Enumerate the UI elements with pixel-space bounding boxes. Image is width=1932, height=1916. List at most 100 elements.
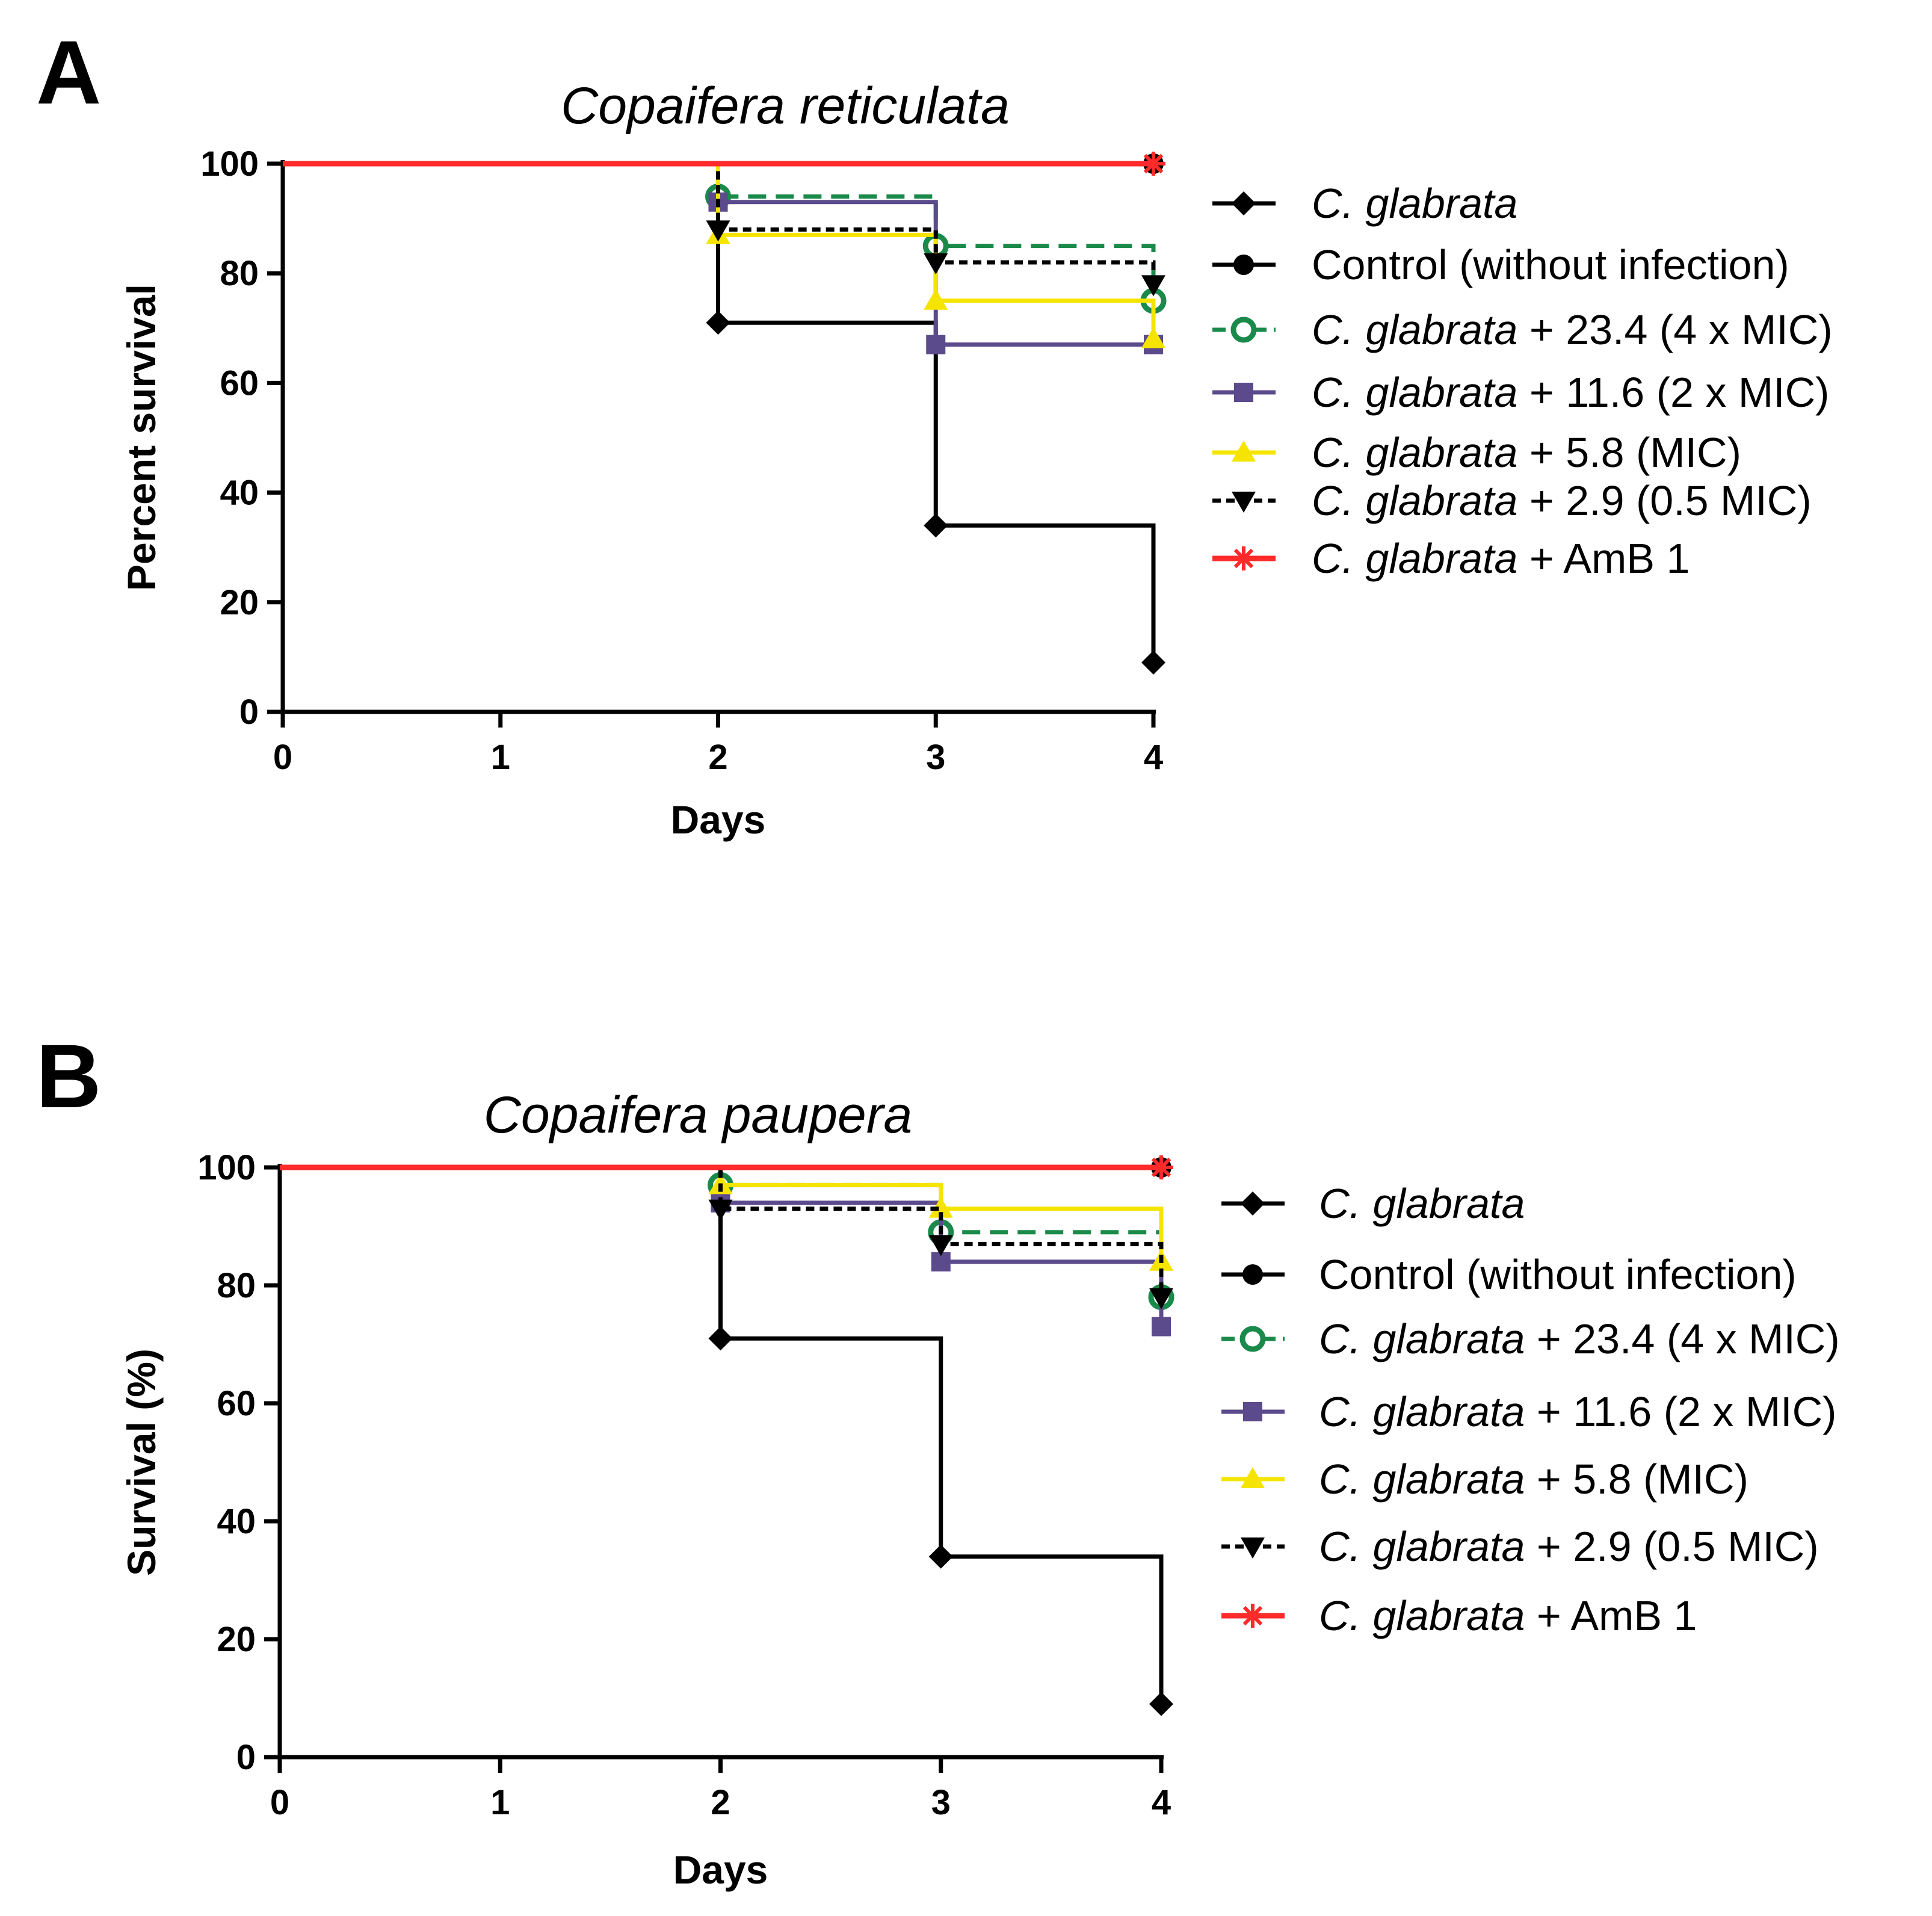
series-5 bbox=[280, 1165, 1173, 1309]
legend-marker bbox=[1241, 1467, 1265, 1488]
y-tick-label: 20 bbox=[217, 1620, 256, 1659]
y-tick-label: 80 bbox=[220, 254, 259, 293]
y-tick-label: 60 bbox=[217, 1384, 256, 1423]
legend-marker bbox=[1241, 1604, 1265, 1628]
x-tick-label: 1 bbox=[490, 1783, 510, 1822]
y-tick-label: 80 bbox=[217, 1266, 256, 1305]
series-point bbox=[1141, 275, 1165, 297]
legend-label: C. glabrata + 2.9 (0.5 MIC) bbox=[1312, 477, 1812, 524]
legend-label-species: C. glabrata bbox=[1312, 477, 1517, 524]
legend-label-detail: + 11.6 (2 x MIC) bbox=[1525, 1388, 1836, 1435]
y-axis-title: Percent survival bbox=[119, 284, 164, 591]
legend-marker bbox=[1230, 317, 1257, 343]
legend-entry: C. glabrata + 23.4 (4 x MIC) bbox=[1212, 306, 1833, 353]
legend-marker bbox=[1233, 255, 1254, 275]
legend-label-detail: Control (without infection) bbox=[1319, 1251, 1797, 1298]
legend-label: C. glabrata + AmB 1 bbox=[1319, 1592, 1697, 1639]
legend-label: C. glabrata bbox=[1312, 180, 1517, 227]
y-tick-label: 100 bbox=[197, 1148, 256, 1187]
chart-title: Copaifera paupera bbox=[484, 1086, 912, 1144]
legend-label: C. glabrata + 23.4 (4 x MIC) bbox=[1312, 306, 1833, 353]
x-tick-label: 0 bbox=[273, 738, 292, 777]
y-tick-label: 40 bbox=[220, 474, 259, 513]
series-point bbox=[1152, 1317, 1171, 1337]
x-axis-title: Days bbox=[673, 1847, 768, 1892]
legend-label-species: C. glabrata bbox=[1312, 429, 1517, 476]
legend-marker bbox=[1243, 1402, 1262, 1421]
legend-label-species: C. glabrata bbox=[1319, 1592, 1525, 1639]
legend-label: C. glabrata + 2.9 (0.5 MIC) bbox=[1319, 1523, 1819, 1570]
legend-entry: Control (without infection) bbox=[1212, 241, 1789, 288]
legend-marker bbox=[1242, 1264, 1263, 1285]
legend-label-detail: + 5.8 (MIC) bbox=[1525, 1456, 1748, 1503]
series-point bbox=[928, 1235, 953, 1256]
series-point bbox=[924, 253, 948, 274]
series-line bbox=[283, 161, 1156, 301]
x-tick-label: 3 bbox=[931, 1783, 951, 1822]
series-line bbox=[280, 1165, 1164, 1704]
legend-entry: C. glabrata + 23.4 (4 x MIC) bbox=[1221, 1315, 1840, 1362]
legend-label-detail: + 23.4 (4 x MIC) bbox=[1525, 1315, 1839, 1362]
x-tick-label: 2 bbox=[708, 738, 727, 777]
legend-label: C. glabrata + AmB 1 bbox=[1312, 535, 1690, 582]
legend-label: Control (without infection) bbox=[1312, 241, 1789, 288]
legend-label-species: C. glabrata bbox=[1312, 535, 1517, 582]
legend-label-species: C. glabrata bbox=[1319, 1523, 1525, 1570]
legend-entry: C. glabrata + 2.9 (0.5 MIC) bbox=[1221, 1523, 1819, 1570]
series-5 bbox=[283, 161, 1165, 297]
series-point bbox=[924, 288, 948, 310]
chart-title: Copaifera reticulata bbox=[561, 77, 1010, 135]
legend-label: C. glabrata + 5.8 (MIC) bbox=[1319, 1456, 1748, 1503]
series-point bbox=[1149, 1288, 1173, 1309]
legend-marker bbox=[1234, 383, 1253, 402]
y-tick-label: 60 bbox=[220, 363, 259, 403]
series-point bbox=[1141, 327, 1165, 348]
y-tick-label: 40 bbox=[217, 1502, 256, 1541]
series-6 bbox=[280, 1155, 1173, 1179]
legend-entry: C. glabrata + 11.6 (2 x MIC) bbox=[1221, 1388, 1836, 1435]
legend-label-detail: Control (without infection) bbox=[1312, 241, 1789, 288]
panel-letter: A bbox=[36, 22, 101, 123]
panel-a: A Copaifera reticulata 0 20 40 60 80 100 0 1 2 3 4 Da… bbox=[36, 22, 1833, 842]
legend-label-detail: + AmB 1 bbox=[1517, 535, 1690, 582]
series-point bbox=[708, 1326, 733, 1351]
panel-b: B Copaifera paupera 0 20 40 60 80 100 0 1 2 3 4 Days S… bbox=[36, 1025, 1840, 1892]
y-axis-title: Survival (%) bbox=[119, 1349, 164, 1576]
x-tick-label: 4 bbox=[1144, 738, 1163, 777]
legend-marker bbox=[1232, 492, 1256, 513]
panel-letter: B bbox=[36, 1025, 101, 1126]
y-tick-label: 0 bbox=[236, 1738, 256, 1777]
legend-label-detail: + AmB 1 bbox=[1525, 1592, 1697, 1639]
y-tick-label: 0 bbox=[239, 693, 259, 732]
legend-marker bbox=[1232, 191, 1256, 215]
legend-entry: C. glabrata + 5.8 (MIC) bbox=[1221, 1456, 1748, 1503]
series-point bbox=[1149, 1692, 1173, 1716]
legend-entry: C. glabrata + AmB 1 bbox=[1221, 1592, 1697, 1639]
legend-marker bbox=[1239, 1326, 1266, 1352]
x-tick-label: 4 bbox=[1152, 1783, 1171, 1822]
legend-entry: C. glabrata + AmB 1 bbox=[1212, 535, 1690, 582]
legend-entry: C. glabrata + 11.6 (2 x MIC) bbox=[1212, 369, 1829, 416]
legend-label-detail: + 23.4 (4 x MIC) bbox=[1517, 306, 1832, 353]
series-point bbox=[924, 513, 948, 538]
x-axis-title: Days bbox=[671, 797, 766, 842]
legend-label-detail: + 5.8 (MIC) bbox=[1517, 429, 1741, 476]
legend-label-species: C. glabrata bbox=[1312, 369, 1517, 416]
legend-label: C. glabrata bbox=[1319, 1180, 1525, 1227]
series-6 bbox=[283, 152, 1165, 176]
series-point bbox=[706, 311, 730, 335]
legend-entry: C. glabrata + 2.9 (0.5 MIC) bbox=[1212, 477, 1812, 524]
legend-label: C. glabrata + 11.6 (2 x MIC) bbox=[1319, 1388, 1836, 1435]
legend-label-species: C. glabrata bbox=[1319, 1180, 1525, 1227]
series-0 bbox=[280, 1165, 1173, 1716]
x-tick-label: 3 bbox=[926, 738, 945, 777]
legend-entry: Control (without infection) bbox=[1221, 1251, 1797, 1298]
legend-label-species: C. glabrata bbox=[1319, 1456, 1525, 1503]
series-point bbox=[928, 1544, 953, 1569]
legend-label-species: C. glabrata bbox=[1312, 306, 1517, 353]
series-point bbox=[928, 1196, 953, 1218]
legend-marker bbox=[1241, 1537, 1265, 1559]
legend-label-species: C. glabrata bbox=[1319, 1388, 1525, 1435]
legend-label-species: C. glabrata bbox=[1319, 1315, 1525, 1362]
